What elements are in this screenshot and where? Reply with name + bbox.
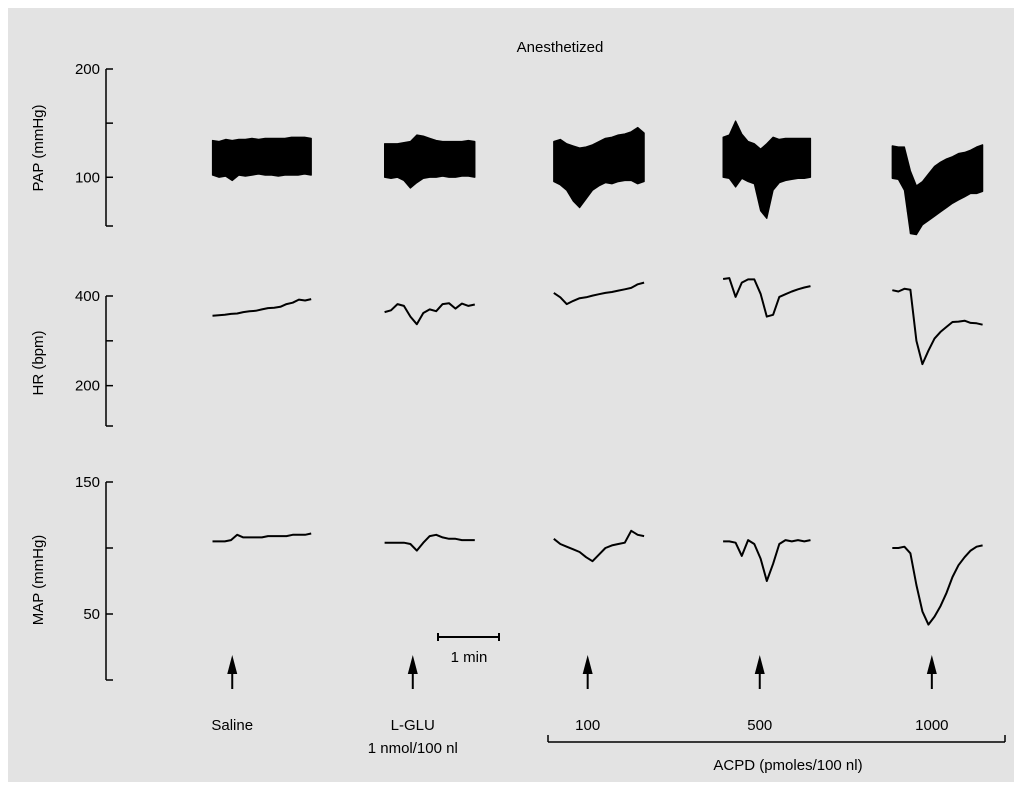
chart-title: Anesthetized (517, 39, 604, 56)
map-y-axis-label: MAP (mmHg) (30, 535, 47, 626)
pap-pulse-acpd100 (553, 127, 645, 206)
time-scale-bar: 1 min (437, 633, 500, 666)
injection-saline: Saline (211, 655, 253, 734)
acpd-group-bracket: ACPD (pmoles/100 nl) (547, 735, 1006, 774)
pap-pulse-lglu (384, 135, 476, 187)
pap-panel: 200 100 PAP (mmHg) (30, 61, 984, 236)
arrow-up-icon (582, 655, 593, 674)
figure-panel: Anesthetized 200 100 PAP (mmHg) 400 200 HR (b… (8, 8, 1014, 782)
map-trace-acpd100 (553, 529, 645, 563)
injection-lglu: L-GLU 1 nmol/100 nl (368, 655, 458, 757)
bracket-label: ACPD (pmoles/100 nl) (713, 757, 862, 774)
pap-pulse-acpd1000 (891, 144, 984, 235)
hr-panel: 400 200 HR (bpm) (30, 277, 983, 427)
map-tick-label: 150 (75, 474, 100, 491)
scale-bar-label: 1 min (451, 649, 488, 666)
map-tick-label: 50 (83, 606, 100, 623)
hr-trace-lglu (384, 302, 476, 326)
map-trace-saline (212, 532, 312, 543)
pap-tick-label: 200 (75, 61, 100, 78)
pap-tick-label: 100 (75, 169, 100, 186)
injection-acpd500: 500 (747, 655, 772, 734)
hr-trace-acpd100 (553, 281, 645, 306)
pap-pulse-acpd500 (722, 121, 811, 217)
map-trace-lglu (384, 533, 475, 552)
injection-label: 1000 (915, 717, 948, 734)
hr-trace-acpd1000 (892, 287, 983, 366)
arrow-up-icon (407, 655, 418, 674)
hr-tick-label: 400 (75, 288, 100, 305)
injection-acpd1000: 1000 (915, 655, 949, 734)
injection-label: 100 (575, 717, 600, 734)
hr-trace-acpd500 (722, 277, 811, 318)
hr-tick-label: 200 (75, 378, 100, 395)
arrow-up-icon (754, 655, 765, 674)
pap-y-axis-label: PAP (mmHg) (30, 105, 47, 192)
arrow-up-icon (227, 655, 238, 674)
map-panel: 150 50 MAP (mmHg) (30, 474, 983, 681)
injection-acpd100: 100 (575, 655, 600, 734)
injection-label: L-GLU (391, 717, 435, 734)
injection-sublabel: 1 nmol/100 nl (368, 740, 458, 757)
hr-y-axis-label: HR (bpm) (30, 330, 47, 395)
pap-pulse-saline (212, 137, 312, 180)
injection-label: 500 (747, 717, 772, 734)
map-trace-acpd500 (723, 539, 811, 582)
pap-trace-acpd500 (722, 120, 812, 219)
injection-label: Saline (211, 717, 253, 734)
physiology-trace-chart: Anesthetized 200 100 PAP (mmHg) 400 200 HR (b… (30, 39, 1006, 774)
hr-trace-saline (212, 298, 312, 317)
arrow-up-icon (926, 655, 937, 674)
map-trace-acpd1000 (892, 544, 983, 626)
